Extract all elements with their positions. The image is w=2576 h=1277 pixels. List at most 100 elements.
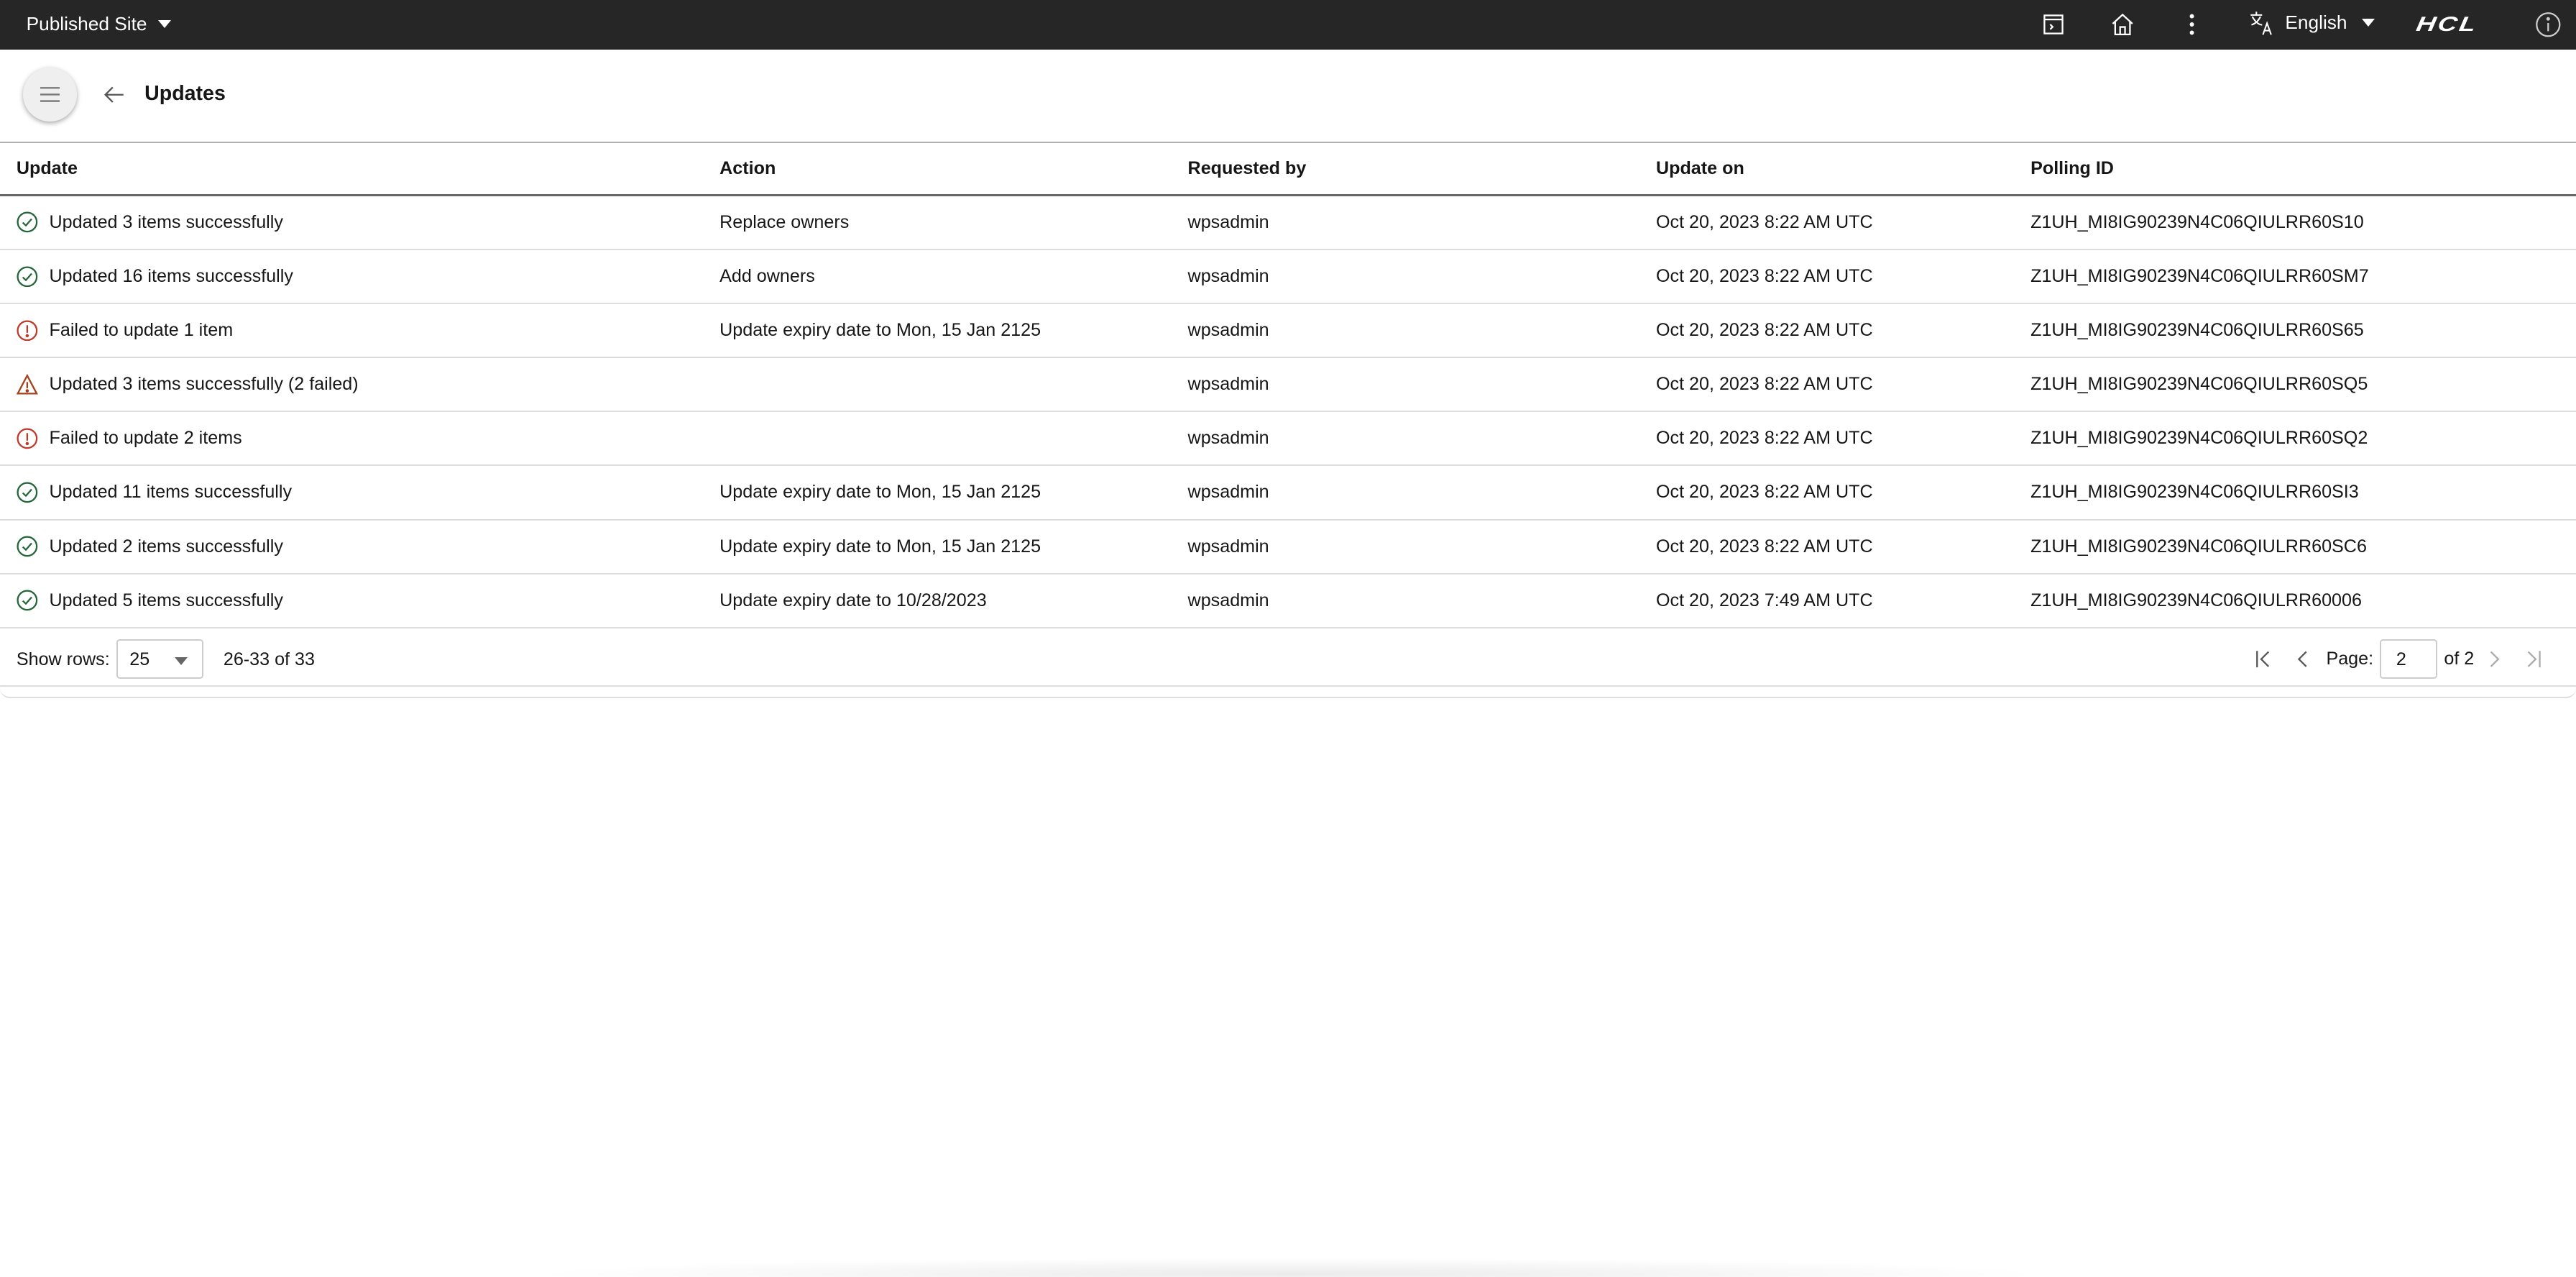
column-header-polling-id[interactable]: Polling ID — [2030, 142, 2576, 196]
action-cell: Update expiry date to 10/28/2023 — [719, 573, 1188, 628]
caret-down-icon — [2362, 19, 2375, 27]
update-cell: Updated 5 items successfully — [0, 573, 720, 628]
table-row[interactable]: Failed to update 1 item Update expiry dat… — [0, 303, 2576, 359]
update-on-cell: Oct 20, 2023 7:49 AM UTC — [1655, 573, 2031, 628]
next-page-button[interactable] — [2474, 639, 2513, 679]
column-header-action[interactable]: Action — [719, 142, 1188, 196]
success-check-icon — [17, 266, 38, 288]
table-bottom-edge — [0, 685, 2576, 699]
update-on-cell: Oct 20, 2023 8:22 AM UTC — [1655, 519, 2031, 575]
item-range: 26-33 of 33 — [223, 649, 315, 669]
update-on-cell: Oct 20, 2023 8:22 AM UTC — [1655, 411, 2031, 467]
hcl-logo: HCL — [2414, 13, 2480, 37]
table-row[interactable]: Updated 16 items successfully Add owners w… — [0, 249, 2576, 304]
action-cell: Update expiry date to Mon, 15 Jan 2125 — [719, 303, 1188, 359]
previous-page-button[interactable] — [2283, 639, 2323, 679]
polling-id-cell: Z1UH_MI8IG90239N4C06QIULRR60006 — [2030, 573, 2576, 628]
polling-id-cell: Z1UH_MI8IG90239N4C06QIULRR60SQ2 — [2030, 411, 2576, 467]
chevron-left-icon — [2298, 651, 2307, 667]
update-cell: Updated 3 items successfully — [0, 195, 720, 250]
action-cell: Add owners — [719, 249, 1188, 304]
update-cell: Updated 16 items successfully — [0, 249, 720, 304]
top-bar: Published Site English HCL — [0, 0, 2576, 50]
update-on-cell: Oct 20, 2023 8:22 AM UTC — [1655, 465, 2031, 521]
info-icon[interactable] — [2534, 10, 2563, 40]
caret-down-icon — [158, 20, 172, 28]
table-row[interactable]: Updated 2 items successfully Update expir… — [0, 519, 2576, 575]
arrow-left-icon — [104, 86, 124, 103]
update-on-cell: Oct 20, 2023 8:22 AM UTC — [1655, 249, 2031, 304]
column-header-update-on[interactable]: Update on — [1655, 142, 2031, 196]
table-row[interactable]: Updated 5 items successfully Update expir… — [0, 573, 2576, 628]
update-status-text: Updated 5 items successfully — [49, 590, 283, 610]
hamburger-icon — [40, 87, 60, 102]
more-vertical-icon[interactable] — [2177, 10, 2207, 40]
update-status-text: Updated 11 items successfully — [49, 482, 293, 503]
pagination-bar: Show rows: 25 26-33 of 33 Page: 2 of 2 — [0, 623, 2576, 687]
action-cell: Replace owners — [719, 195, 1188, 250]
requested-by-cell: wpsadmin — [1187, 465, 1656, 521]
column-header-requested-by[interactable]: Requested by — [1187, 142, 1656, 196]
preview-icon[interactable] — [2039, 10, 2069, 40]
update-cell: Updated 2 items successfully — [0, 519, 720, 575]
polling-id-cell: Z1UH_MI8IG90239N4C06QIULRR60S10 — [2030, 195, 2576, 250]
updates-table: Update Action Requested by Update on Pol… — [0, 142, 2576, 628]
requested-by-cell: wpsadmin — [1187, 303, 1656, 359]
table-header-row: Update Action Requested by Update on Pol… — [0, 142, 2576, 196]
update-status-text: Updated 16 items successfully — [49, 265, 293, 286]
first-page-button[interactable] — [2244, 639, 2283, 679]
action-cell: Update expiry date to Mon, 15 Jan 2125 — [719, 465, 1188, 521]
polling-id-cell: Z1UH_MI8IG90239N4C06QIULRR60SQ5 — [2030, 357, 2576, 413]
page-header: Updates — [0, 50, 2576, 143]
action-cell — [719, 411, 1188, 467]
polling-id-cell: Z1UH_MI8IG90239N4C06QIULRR60S65 — [2030, 303, 2576, 359]
window-shadow — [525, 1257, 2054, 1277]
success-check-icon — [17, 590, 38, 611]
requested-by-cell: wpsadmin — [1187, 411, 1656, 467]
menu-button[interactable] — [22, 67, 78, 122]
rows-per-page-value: 25 — [129, 649, 150, 669]
action-cell: Update expiry date to Mon, 15 Jan 2125 — [719, 519, 1188, 575]
column-header-update[interactable]: Update — [0, 142, 720, 196]
update-status-text: Updated 3 items successfully — [49, 211, 283, 232]
pager: Page: 2 of 2 — [2244, 639, 2553, 679]
update-cell: Failed to update 1 item — [0, 303, 720, 359]
show-rows-label: Show rows: — [16, 649, 110, 669]
last-page-icon — [2527, 651, 2541, 667]
requested-by-cell: wpsadmin — [1187, 357, 1656, 413]
update-on-cell: Oct 20, 2023 8:22 AM UTC — [1655, 303, 2031, 359]
polling-id-cell: Z1UH_MI8IG90239N4C06QIULRR60SC6 — [2030, 519, 2576, 575]
site-selector-label: Published Site — [26, 13, 147, 35]
first-page-icon — [2256, 651, 2270, 667]
update-on-cell: Oct 20, 2023 8:22 AM UTC — [1655, 195, 2031, 250]
table-row[interactable]: Updated 11 items successfully Update expi… — [0, 465, 2576, 521]
update-cell: Updated 11 items successfully — [0, 465, 720, 521]
home-icon[interactable] — [2108, 10, 2138, 40]
update-cell: Failed to update 2 items — [0, 411, 720, 467]
caret-down-icon — [174, 656, 188, 665]
language-selector[interactable]: English — [2249, 10, 2375, 37]
back-button[interactable] — [102, 81, 125, 111]
success-check-icon — [17, 482, 38, 503]
page-title: Updates — [144, 82, 226, 106]
table-row[interactable]: Failed to update 2 items wpsadmin Oct 20, … — [0, 411, 2576, 467]
requested-by-cell: wpsadmin — [1187, 249, 1656, 304]
polling-id-cell: Z1UH_MI8IG90239N4C06QIULRR60SM7 — [2030, 249, 2576, 304]
rows-per-page-select[interactable]: 25 — [116, 639, 204, 679]
table-row[interactable]: Updated 3 items successfully Replace owne… — [0, 195, 2576, 250]
requested-by-cell: wpsadmin — [1187, 573, 1656, 628]
success-check-icon — [17, 211, 38, 233]
site-selector[interactable]: Published Site — [27, 13, 172, 35]
page-number-input[interactable]: 2 — [2380, 639, 2438, 679]
success-check-icon — [17, 536, 38, 557]
last-page-button[interactable] — [2513, 639, 2553, 679]
action-cell — [719, 357, 1188, 413]
page-label: Page: — [2326, 649, 2374, 669]
table-row[interactable]: Updated 3 items successfully (2 failed) w… — [0, 357, 2576, 413]
requested-by-cell: wpsadmin — [1187, 519, 1656, 575]
update-on-cell: Oct 20, 2023 8:22 AM UTC — [1655, 357, 2031, 413]
translate-icon — [2250, 11, 2272, 35]
update-cell: Updated 3 items successfully (2 failed) — [0, 357, 720, 413]
requested-by-cell: wpsadmin — [1187, 195, 1656, 250]
